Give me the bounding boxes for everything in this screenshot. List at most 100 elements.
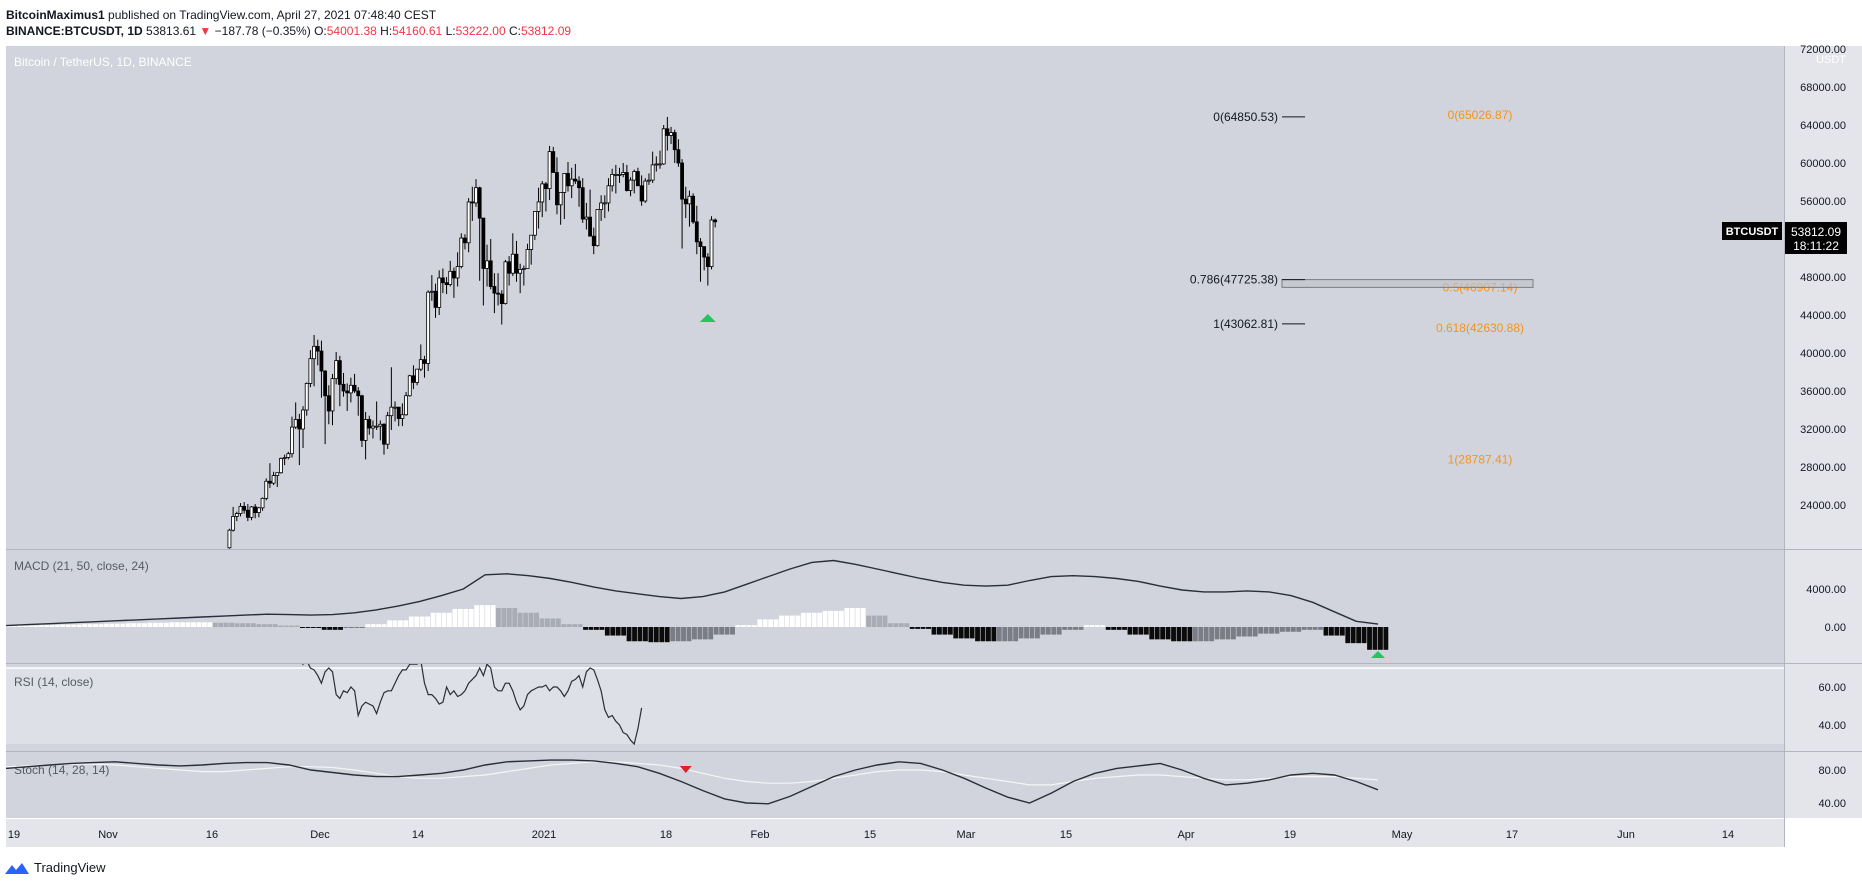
macd-histogram-bar (158, 622, 164, 627)
tradingview-logo-icon[interactable] (4, 861, 30, 875)
candle-body (452, 270, 456, 279)
candle-body (304, 382, 309, 411)
time-axis-ticks: 19 Nov 16 Dec 14 2021 18 Feb 15 Mar 15 Apr 19 May 17 Ju… (8, 829, 1734, 841)
candle-body (555, 172, 559, 206)
macd-histogram-bar (447, 612, 452, 627)
price-pane-bg (6, 46, 1784, 549)
support-zone[interactable] (1281, 279, 1534, 288)
macd-histogram-bar (719, 627, 725, 635)
macd-histogram-bar (359, 627, 365, 628)
candle-body (326, 395, 331, 412)
candle-body (613, 173, 618, 176)
symbol-tag-label: BTCUSDT (1726, 226, 1779, 238)
rsi-tick-label: 40.00 (1818, 720, 1846, 732)
macd-histogram-bar (1138, 627, 1144, 635)
macd-histogram-bar (757, 619, 763, 627)
candle-body (569, 178, 574, 187)
macd-histogram-bar (120, 623, 126, 627)
candle-body (234, 513, 239, 517)
macd-histogram-bar (1323, 627, 1329, 636)
candle-body (437, 277, 442, 308)
macd-histogram-bar (1214, 627, 1220, 640)
price-tick-label: 28000.00 (1800, 462, 1846, 474)
macd-histogram-bar (1154, 627, 1160, 640)
footer-brand[interactable]: TradingView (34, 860, 106, 875)
macd-signal-arrow-icon (1371, 651, 1385, 658)
stoch-signal-arrow-icon (679, 766, 692, 773)
candle-body (558, 192, 563, 206)
candle-body (532, 211, 537, 236)
candle-body (488, 260, 493, 287)
macd-histogram-bar (566, 624, 572, 627)
candle-body (400, 414, 405, 419)
macd-histogram-bar (1002, 627, 1008, 642)
macd-histogram-bar (196, 622, 202, 627)
candle-body (577, 180, 581, 189)
published-text: published on TradingView.com, April 27, … (108, 8, 437, 22)
macd-histogram-bar (452, 608, 458, 627)
macd-histogram-bar (272, 624, 278, 627)
macd-histogram-bar (1274, 627, 1280, 634)
macd-histogram-bar (779, 615, 784, 627)
candle-body (459, 237, 464, 267)
macd-histogram-bar (1280, 627, 1285, 632)
macd-histogram-bar (741, 625, 746, 627)
time-tick-label: Mar (957, 829, 976, 841)
macd-histogram-bar (1252, 627, 1258, 637)
candle-body (595, 209, 600, 247)
macd-histogram-bar (931, 627, 937, 635)
candle-body (691, 195, 696, 223)
candle-body (297, 419, 302, 430)
price-tick-label: 36000.00 (1800, 386, 1846, 398)
macd-histogram-bar (681, 627, 686, 642)
macd-histogram-bar (664, 627, 670, 643)
fib-retracement-left: 0(64850.53) 0.786(47725.38) 1(43062.81) (1190, 110, 1305, 331)
macd-histogram-bar (1350, 627, 1356, 644)
macd-histogram-bar (833, 610, 839, 627)
macd-histogram-bar (349, 627, 354, 628)
macd-histogram-bar (1231, 627, 1236, 640)
chart-title: Bitcoin / TetherUS, 1D, BINANCE (14, 55, 192, 69)
macd-histogram-bar (294, 625, 300, 627)
macd-histogram-bar (300, 627, 305, 628)
macd-histogram-bar (588, 627, 594, 630)
macd-histogram-bar (686, 627, 692, 642)
macd-histogram-bar (964, 627, 970, 639)
price-tag-value: 53812.09 (1791, 225, 1841, 239)
macd-histogram-bar (708, 627, 714, 640)
macd-histogram-bar (305, 627, 311, 628)
macd-histogram-bar (942, 627, 948, 635)
candle-body (470, 201, 475, 204)
candle-body (433, 290, 438, 308)
candle-body (588, 216, 592, 237)
macd-histogram-bar (730, 627, 735, 635)
macd-histogram-bar (773, 619, 779, 627)
macd-histogram-bar (65, 624, 71, 627)
macd-axis-ticks: 4000.00 0.00 (1806, 584, 1846, 634)
price-tick-label: 56000.00 (1800, 196, 1846, 208)
macd-histogram-bar (479, 605, 485, 627)
candle-body (407, 375, 412, 397)
rsi-line (302, 664, 643, 746)
macd-histogram-bar (365, 624, 371, 627)
fib-level-label: 0.786(47725.38) (1190, 273, 1278, 287)
macd-histogram-bar (125, 623, 131, 627)
candle-body (323, 370, 328, 397)
macd-histogram-bar (1133, 627, 1138, 635)
author-name[interactable]: BitcoinMaximus1 (6, 8, 105, 22)
candle-body (256, 507, 261, 514)
candle-body (334, 360, 339, 380)
macd-histogram-bar (937, 627, 942, 635)
macd-histogram-bar (839, 610, 844, 627)
macd-histogram-bar (490, 605, 496, 627)
candle-body (286, 453, 291, 458)
candle-body (231, 516, 236, 531)
candle-body (643, 180, 648, 202)
macd-histogram-bar (223, 622, 229, 627)
macd-histogram-bar (926, 627, 931, 629)
macd-histogram-bar (817, 612, 823, 627)
macd-histogram-bar (321, 627, 327, 630)
candle-body (301, 409, 305, 430)
macd-histogram-bar (202, 622, 207, 627)
